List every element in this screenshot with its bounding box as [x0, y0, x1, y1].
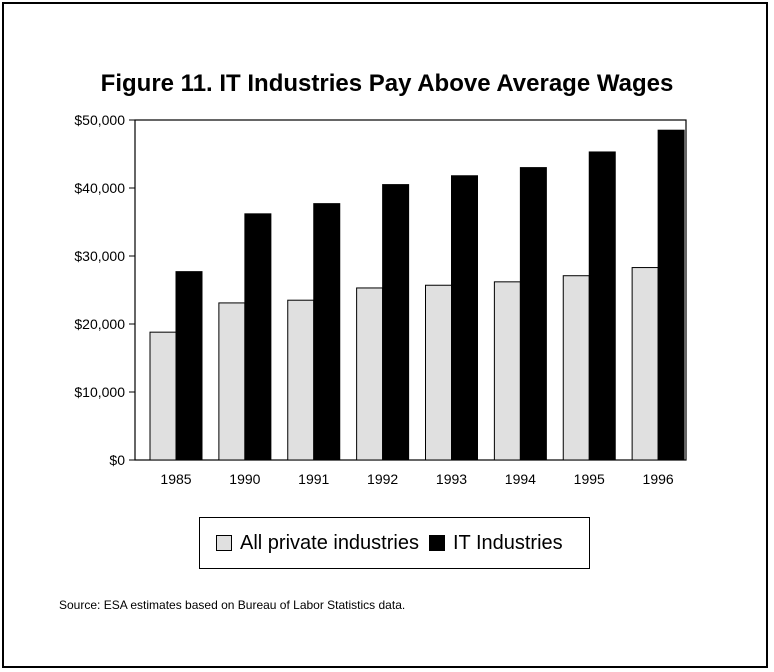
y-tick-label: $50,000: [74, 112, 125, 128]
bar-all-private-1993: [425, 284, 452, 461]
bar-it-1993: [451, 175, 478, 461]
y-axis: $0 $10,000 $20,000 $30,000 $40,000 $50,000: [74, 112, 135, 468]
legend-label-it: IT Industries: [452, 531, 563, 554]
chart-title: Figure 11. IT Industries Pay Above Avera…: [100, 70, 674, 97]
x-tick-label: 1985: [160, 471, 191, 487]
legend-label-all-private: All private industries: [240, 531, 419, 554]
bar-it-1985: [175, 271, 203, 461]
bar-it-1995: [588, 151, 616, 461]
source-note: Source: ESA estimates based on Bureau of…: [59, 598, 406, 612]
y-tick-label: $30,000: [74, 248, 125, 264]
bar-all-private-1994: [493, 281, 521, 461]
bar-all-private-1995: [562, 275, 590, 461]
bars-group: [149, 129, 685, 461]
bar-it-1996: [657, 129, 685, 461]
x-tick-label: 1993: [436, 471, 467, 487]
x-tick-label: 1992: [367, 471, 398, 487]
bar-it-1994: [519, 167, 547, 461]
x-tick-label: 1996: [643, 471, 674, 487]
legend-item-it: IT Industries: [428, 531, 563, 555]
bar-all-private-1992: [356, 287, 384, 461]
y-tick-label: $0: [109, 452, 125, 468]
bar-all-private-1990: [218, 302, 246, 461]
x-tick-label: 1994: [505, 471, 536, 487]
legend: All private industries IT Industries: [199, 517, 590, 569]
legend-swatch-it: [428, 535, 445, 551]
bar-it-1992: [382, 184, 410, 461]
x-tick-label: 1991: [298, 471, 329, 487]
y-tick-label: $40,000: [74, 180, 125, 196]
bar-it-1991: [313, 203, 341, 461]
x-tick-label: 1990: [229, 471, 260, 487]
bar-all-private-1991: [287, 299, 315, 461]
x-axis: 1985 1990 1991 1992 1993 1994 1995 1996: [160, 471, 673, 487]
bar-all-private-1996: [631, 267, 659, 461]
bar-all-private-1985: [149, 331, 177, 461]
y-tick-label: $20,000: [74, 316, 125, 332]
bar-it-1990: [244, 213, 272, 461]
x-tick-label: 1995: [574, 471, 605, 487]
y-tick-label: $10,000: [74, 384, 125, 400]
legend-item-all-private: All private industries: [216, 532, 419, 555]
legend-swatch-all-private: [216, 535, 232, 551]
